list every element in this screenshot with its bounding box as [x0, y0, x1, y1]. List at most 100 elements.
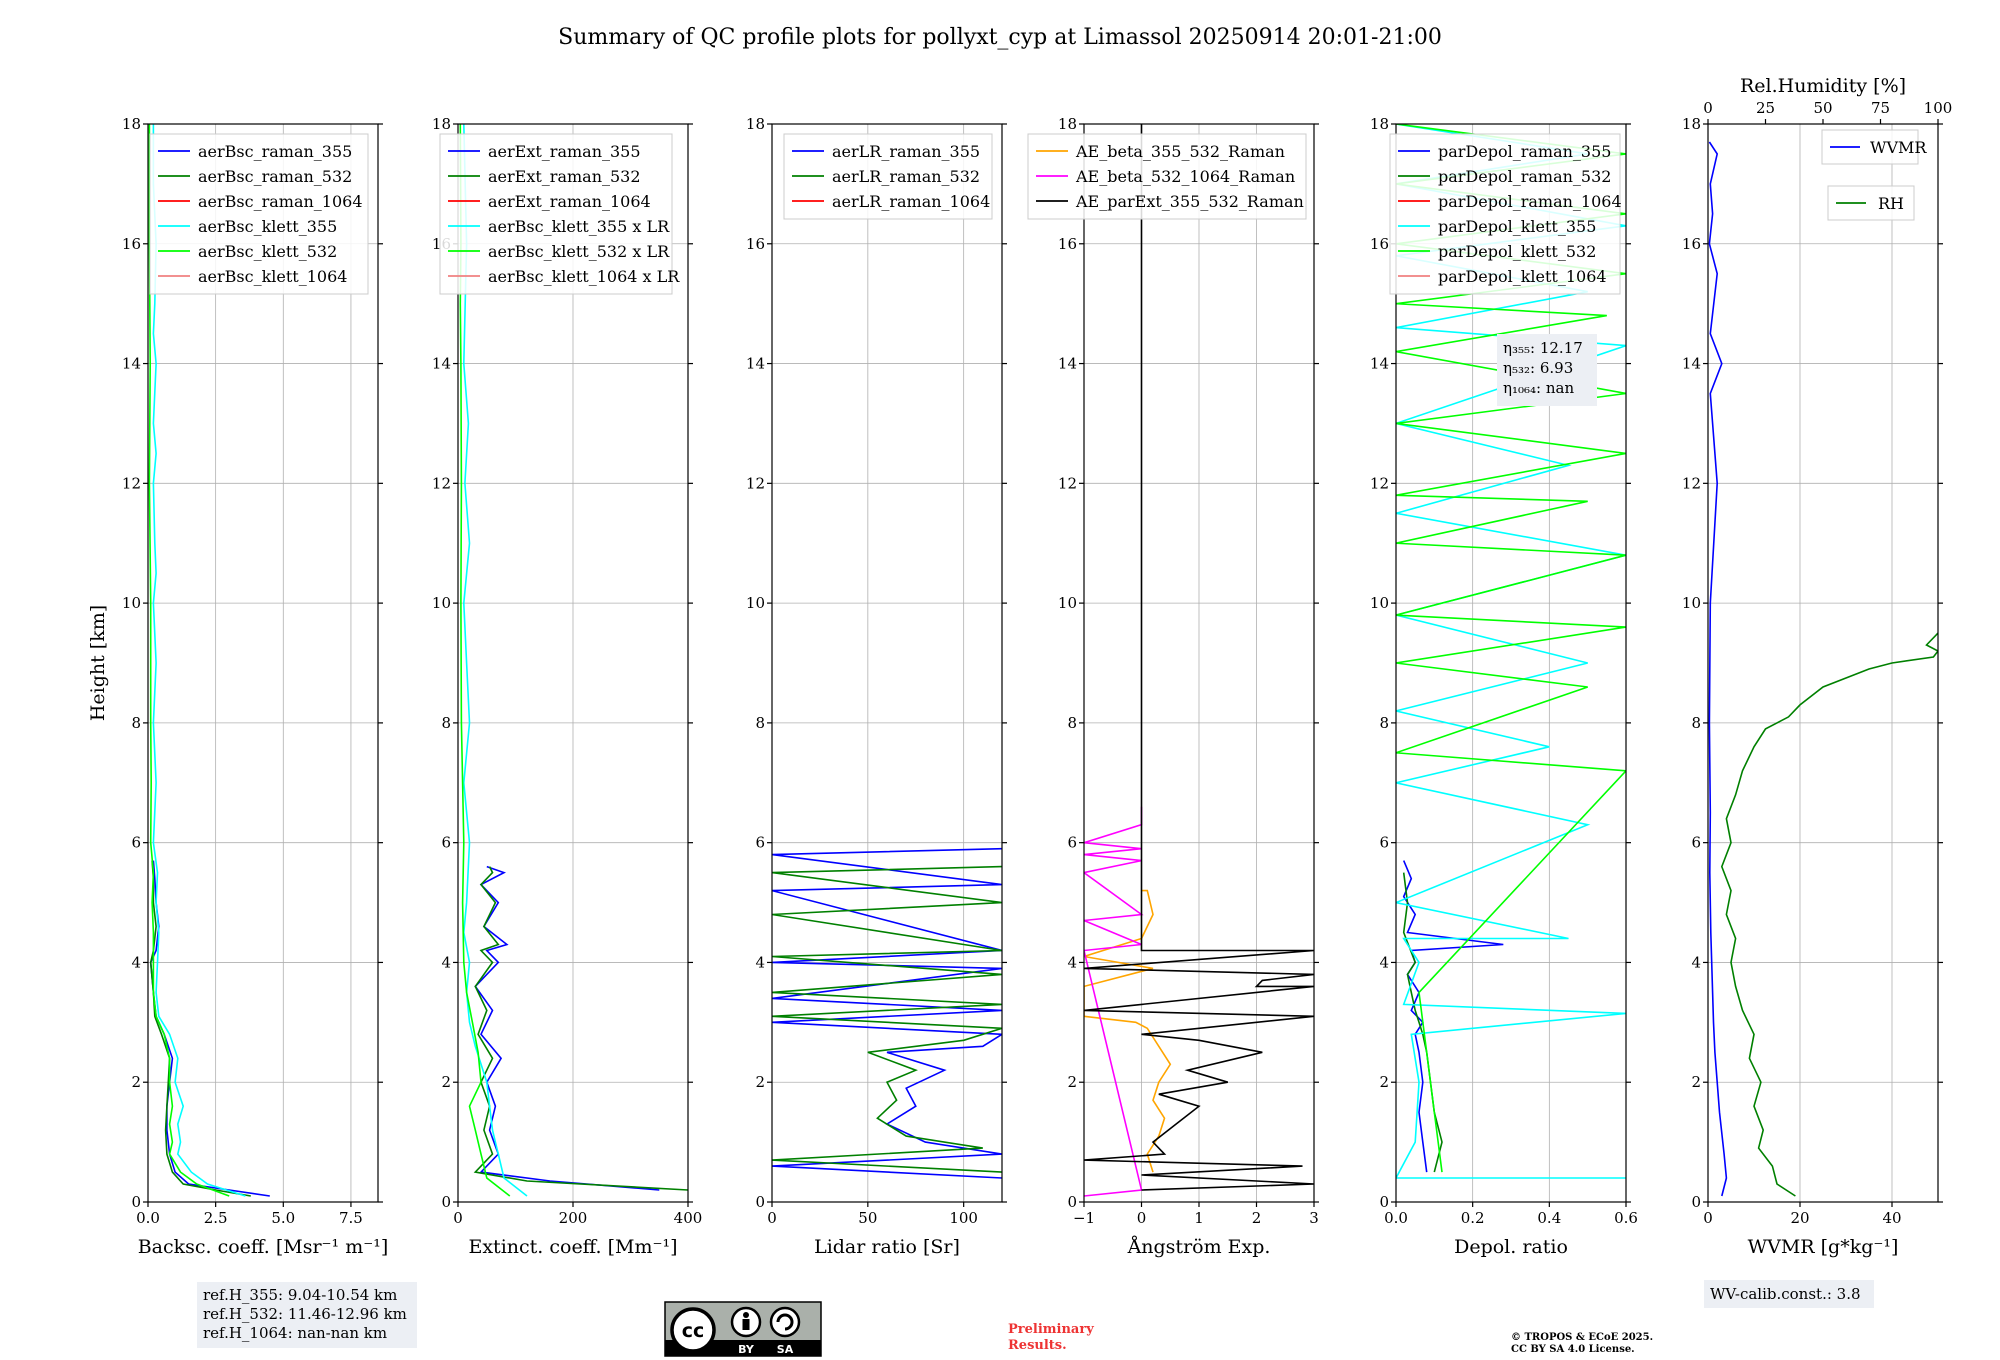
- y-tick-label: 14: [1682, 355, 1701, 373]
- y-tick-label: 6: [755, 834, 765, 852]
- refH-355: ref.H_355: 9.04-10.54 km: [203, 1286, 397, 1304]
- series-line-aerBsc-klett-532: [148, 124, 230, 1197]
- series-line-AE-parExt-355-532-Raman: [1084, 124, 1314, 1191]
- depol-eta-box: [1497, 334, 1597, 406]
- copyright-line-2: CC BY SA 4.0 License.: [1511, 1344, 1635, 1355]
- y-tick-label: 18: [432, 115, 451, 133]
- x-tick-label: 0.4: [1537, 1209, 1561, 1227]
- person-icon-head: [743, 1312, 749, 1318]
- x2-tick-label: 25: [1756, 99, 1775, 117]
- y-tick-label: 12: [122, 474, 141, 492]
- y-tick-label: 0: [1379, 1193, 1389, 1211]
- x-axis-label: Extinct. coeff. [Mm⁻¹]: [468, 1236, 677, 1258]
- y-tick-label: 18: [1370, 115, 1389, 133]
- series-line-aerBsc-raman-355: [149, 860, 270, 1197]
- x-axis-label: Backsc. coeff. [Msr⁻¹ m⁻¹]: [138, 1236, 389, 1258]
- y-tick-label: 10: [1370, 594, 1389, 612]
- preliminary-line-1: Preliminary: [1008, 1322, 1094, 1337]
- series-line-AE-beta-355-532-Raman: [1084, 889, 1172, 1173]
- depol-eta-text: η₁₀₆₄: nan: [1503, 379, 1574, 397]
- y-tick-label: 8: [1691, 714, 1701, 732]
- y-tick-label: 12: [1370, 474, 1389, 492]
- y-tick-label: 4: [1379, 953, 1389, 971]
- x2-tick-label: 50: [1813, 99, 1832, 117]
- axes-frame: [771, 123, 1003, 1203]
- axes-frame: [1395, 123, 1627, 1203]
- y-tick-label: 16: [1682, 235, 1701, 253]
- refH-box-bg: [197, 1282, 417, 1348]
- x-axis-label: Lidar ratio [Sr]: [814, 1236, 960, 1258]
- y-tick-label: 12: [432, 474, 451, 492]
- legend-entry: parDepol_klett_355: [1438, 217, 1596, 236]
- y-tick-label: 8: [1379, 714, 1389, 732]
- panel-1: 0 2 4 6 8 10 12 14 16 18 0.0 2.5 5.0 7.5 Backsc. coeff…: [87, 115, 388, 1258]
- x-tick-label: 40: [1882, 1209, 1901, 1227]
- y-tick-label: 10: [1682, 594, 1701, 612]
- y-tick-label: 14: [122, 355, 141, 373]
- y-tick-label: 18: [746, 115, 765, 133]
- legend-box: [439, 133, 673, 295]
- wv-calib-box: [1704, 1280, 1874, 1308]
- series-line-aerBsc-raman-532: [149, 860, 251, 1197]
- series-group: [148, 124, 270, 1197]
- legend-entry: aerBsc_klett_355: [198, 217, 337, 236]
- y-tick-label: 2: [441, 1073, 451, 1091]
- x-axis-label: Ångström Exp.: [1127, 1236, 1271, 1258]
- depol-eta-text: η₅₃₂: 6.93: [1503, 359, 1573, 377]
- x-tick-label: 50: [858, 1209, 877, 1227]
- legend-entry: aerBsc_raman_355: [198, 142, 352, 161]
- y-tick-label: 12: [1058, 474, 1077, 492]
- series-line-aerBsc-klett-355: [152, 124, 246, 1197]
- y-tick-label: 6: [1067, 834, 1077, 852]
- y-tick-label: 8: [441, 714, 451, 732]
- series-group: [1084, 124, 1314, 1197]
- x-tick-label: 0.0: [136, 1209, 160, 1227]
- share-alike-arc: [776, 1313, 794, 1331]
- y-tick-label: 4: [1691, 953, 1701, 971]
- x-tick-label: 3: [1309, 1209, 1319, 1227]
- series-line-aerBsc-klett-532-x-LR: [459, 124, 511, 1197]
- y-tick-label: 2: [1691, 1073, 1701, 1091]
- refH-1064: ref.H_1064: nan-nan km: [203, 1324, 387, 1342]
- legend-entry: aerBsc_klett_532: [198, 242, 337, 261]
- legend-entry: RH: [1878, 194, 1904, 213]
- y-tick-label: 6: [1379, 834, 1389, 852]
- y-tick-label: 14: [1058, 355, 1077, 373]
- y-tick-label: 14: [1370, 355, 1389, 373]
- x2-tick-label: 0: [1703, 99, 1713, 117]
- legend-entry: AE_parExt_355_532_Raman: [1075, 192, 1304, 211]
- y-tick-label: 8: [1067, 714, 1077, 732]
- y-tick-label: 18: [1058, 115, 1077, 133]
- panel-3: 0 2 4 6 8 10 12 14 16 18 0 50 100 Lidar ratio [Sr] aer…: [746, 115, 1007, 1258]
- y-tick-label: 16: [1058, 235, 1077, 253]
- y-tick-label: 0: [1067, 1193, 1077, 1211]
- cc-icon-letters: cc: [682, 1320, 705, 1342]
- series-line-aerLR-raman-532: [772, 865, 1002, 1173]
- legend-entry: aerBsc_klett_532 x LR: [488, 242, 670, 261]
- y-tick-label: 4: [441, 953, 451, 971]
- legend-entry: parDepol_raman_532: [1438, 167, 1611, 186]
- legend-box: [1389, 133, 1621, 295]
- x-tick-label: 200: [559, 1209, 588, 1227]
- y-tick-label: 2: [131, 1073, 141, 1091]
- axes-frame: [457, 123, 689, 1203]
- y-tick-label: 14: [746, 355, 765, 373]
- wv-calib-text: WV-calib.const.: 3.8: [1710, 1285, 1861, 1303]
- x-tick-label: 0.2: [1461, 1209, 1485, 1227]
- y-tick-label: 0: [1691, 1193, 1701, 1211]
- legend-entry: AE_beta_355_532_Raman: [1075, 142, 1285, 161]
- x2-tick-label: 100: [1924, 99, 1953, 117]
- depol-eta-text: η₃₅₅: 12.17: [1503, 339, 1583, 357]
- panel-5: 0 2 4 6 8 10 12 14 16 18 0.0 0.2 0.4 0.6 Depol. ratio p…: [1370, 115, 1638, 1258]
- legend-entry: AE_beta_532_1064_Raman: [1075, 167, 1295, 186]
- y-tick-label: 12: [746, 474, 765, 492]
- series-group: [772, 847, 1002, 1179]
- series-line-WVMR: [1708, 141, 1728, 1197]
- legend-box: [149, 133, 369, 295]
- x-tick-label: 400: [674, 1209, 703, 1227]
- y-tick-label: 8: [755, 714, 765, 732]
- legend-box: [1027, 133, 1307, 220]
